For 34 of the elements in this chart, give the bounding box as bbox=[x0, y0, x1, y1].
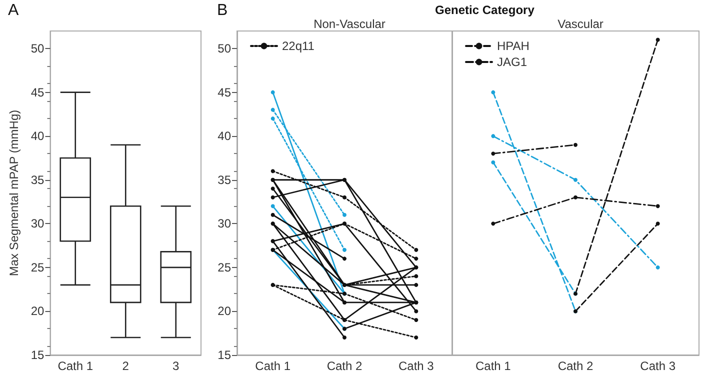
x-tick-label: Cath 3 bbox=[398, 359, 434, 372]
x-tick-label: Cath 2 bbox=[558, 359, 594, 372]
x-tick-label: Cath 1 bbox=[255, 359, 291, 372]
y-tick-label: 20 bbox=[30, 304, 45, 318]
y-tick-label: 45 bbox=[30, 85, 45, 100]
y-axis-title: Max Segmental mPAP (mmHg) bbox=[7, 110, 21, 276]
text: B bbox=[217, 2, 228, 20]
x-tick-label: Cath 1 bbox=[58, 359, 94, 372]
y-tick-label: 15 bbox=[30, 348, 45, 362]
y-tick-label: 30 bbox=[218, 216, 232, 231]
x-tick-label: Cath 2 bbox=[326, 359, 362, 372]
x-tick-label: 2 bbox=[122, 359, 130, 372]
y-tick-label: 25 bbox=[218, 260, 232, 274]
chart-title: Non-Vascular bbox=[314, 17, 386, 31]
legend-label: JAG1 bbox=[497, 55, 528, 69]
x-tick-label: Cath 3 bbox=[640, 359, 676, 372]
y-tick-label: 40 bbox=[218, 129, 232, 144]
y-tick-label: 25 bbox=[30, 260, 45, 274]
y-tick-label: 45 bbox=[218, 85, 232, 100]
y-tick-label: 50 bbox=[218, 42, 232, 56]
chart-title: Vascular bbox=[558, 17, 604, 31]
y-tick-label: 40 bbox=[30, 129, 45, 144]
x-tick-label: Cath 1 bbox=[475, 359, 512, 372]
y-tick-label: 50 bbox=[30, 42, 45, 56]
legend-label: 22q11 bbox=[282, 39, 315, 53]
y-tick-label: 20 bbox=[218, 304, 232, 318]
text: A bbox=[8, 2, 19, 20]
legend-label: HPAH bbox=[497, 39, 530, 53]
x-tick-label: 3 bbox=[172, 359, 180, 372]
y-tick-label: 35 bbox=[30, 172, 45, 187]
y-tick-label: 15 bbox=[218, 348, 232, 362]
text: Genetic Category bbox=[435, 3, 534, 17]
y-tick-label: 35 bbox=[218, 172, 232, 187]
y-tick-label: 30 bbox=[30, 216, 45, 231]
